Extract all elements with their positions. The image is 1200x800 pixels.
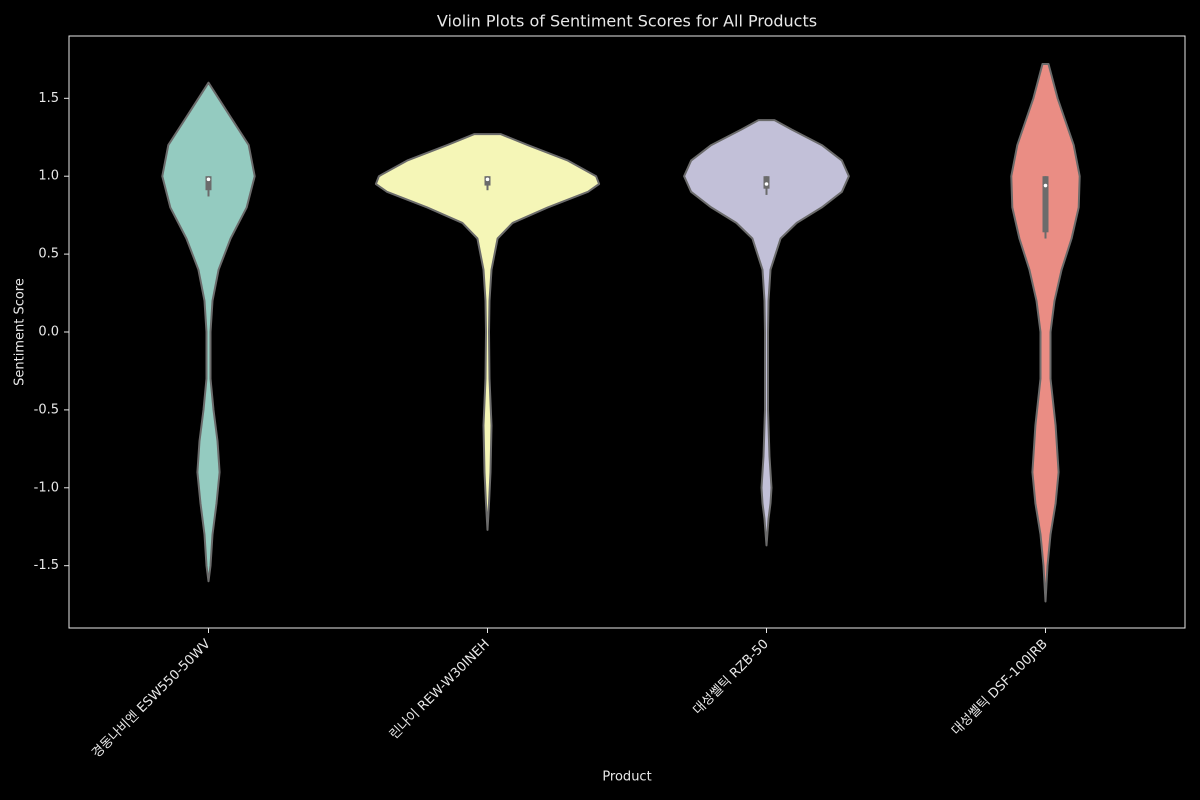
violin-body (161, 81, 256, 583)
y-tick-label: 1.0 (38, 169, 59, 184)
x-axis-label: Product (602, 770, 651, 785)
median (1043, 183, 1048, 188)
median (485, 177, 490, 182)
y-tick-label: -1.5 (34, 558, 59, 573)
y-tick-label: 0.5 (38, 247, 59, 262)
y-tick-label: 1.5 (38, 91, 59, 106)
y-tick-label: 0.0 (38, 325, 59, 340)
box (205, 176, 212, 191)
violin-body (374, 133, 601, 531)
median (206, 177, 211, 182)
median (764, 182, 769, 186)
violin-body (683, 119, 850, 547)
chart-title: Violin Plots of Sentiment Scores for All… (437, 12, 817, 31)
box (1042, 176, 1049, 233)
y-axis-label: Sentiment Score (13, 278, 28, 386)
violin-body (1010, 63, 1081, 603)
y-tick-label: -0.5 (34, 402, 59, 417)
y-tick-label: -1.0 (34, 480, 59, 495)
